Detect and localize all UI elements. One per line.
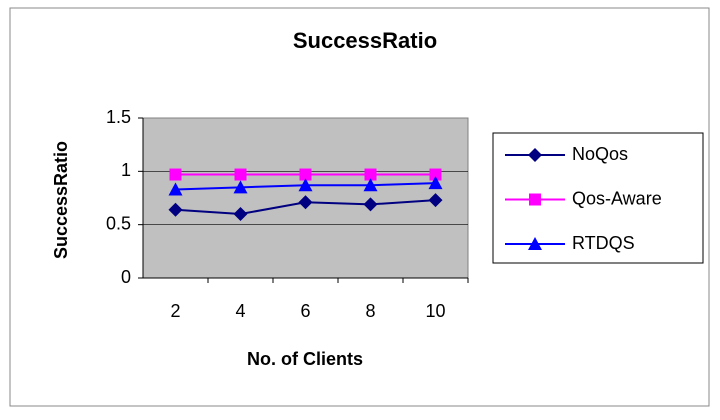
marker xyxy=(528,237,542,250)
marker xyxy=(428,193,443,208)
marker xyxy=(298,195,313,210)
marker xyxy=(429,168,442,181)
x-tick-label: 6 xyxy=(300,301,310,321)
y-axis-label: SuccessRatio xyxy=(51,141,71,259)
x-tick-label: 2 xyxy=(170,301,180,321)
marker xyxy=(363,178,378,192)
x-axis-label: No. of Clients xyxy=(247,349,363,369)
marker xyxy=(234,168,247,181)
legend-label: RTDQS xyxy=(572,233,635,253)
marker xyxy=(233,180,248,194)
marker xyxy=(364,168,377,181)
y-tick-label: 0 xyxy=(121,267,131,287)
marker xyxy=(428,176,443,190)
marker xyxy=(299,168,312,181)
legend-label: Qos-Aware xyxy=(572,188,662,208)
x-tick-label: 8 xyxy=(365,301,375,321)
x-tick-label: 4 xyxy=(235,301,245,321)
chart-title: SuccessRatio xyxy=(293,28,437,53)
y-tick-label: 1.5 xyxy=(106,107,131,127)
x-tick-label: 10 xyxy=(425,301,445,321)
legend-label: NoQos xyxy=(572,144,628,164)
y-tick-label: 0.5 xyxy=(106,213,131,233)
marker xyxy=(168,202,183,217)
marker xyxy=(298,178,313,192)
marker xyxy=(363,197,378,212)
marker xyxy=(528,148,542,162)
marker xyxy=(168,182,183,196)
marker xyxy=(169,168,182,181)
marker xyxy=(529,193,541,206)
marker xyxy=(233,207,248,221)
y-tick-label: 1 xyxy=(121,160,131,180)
